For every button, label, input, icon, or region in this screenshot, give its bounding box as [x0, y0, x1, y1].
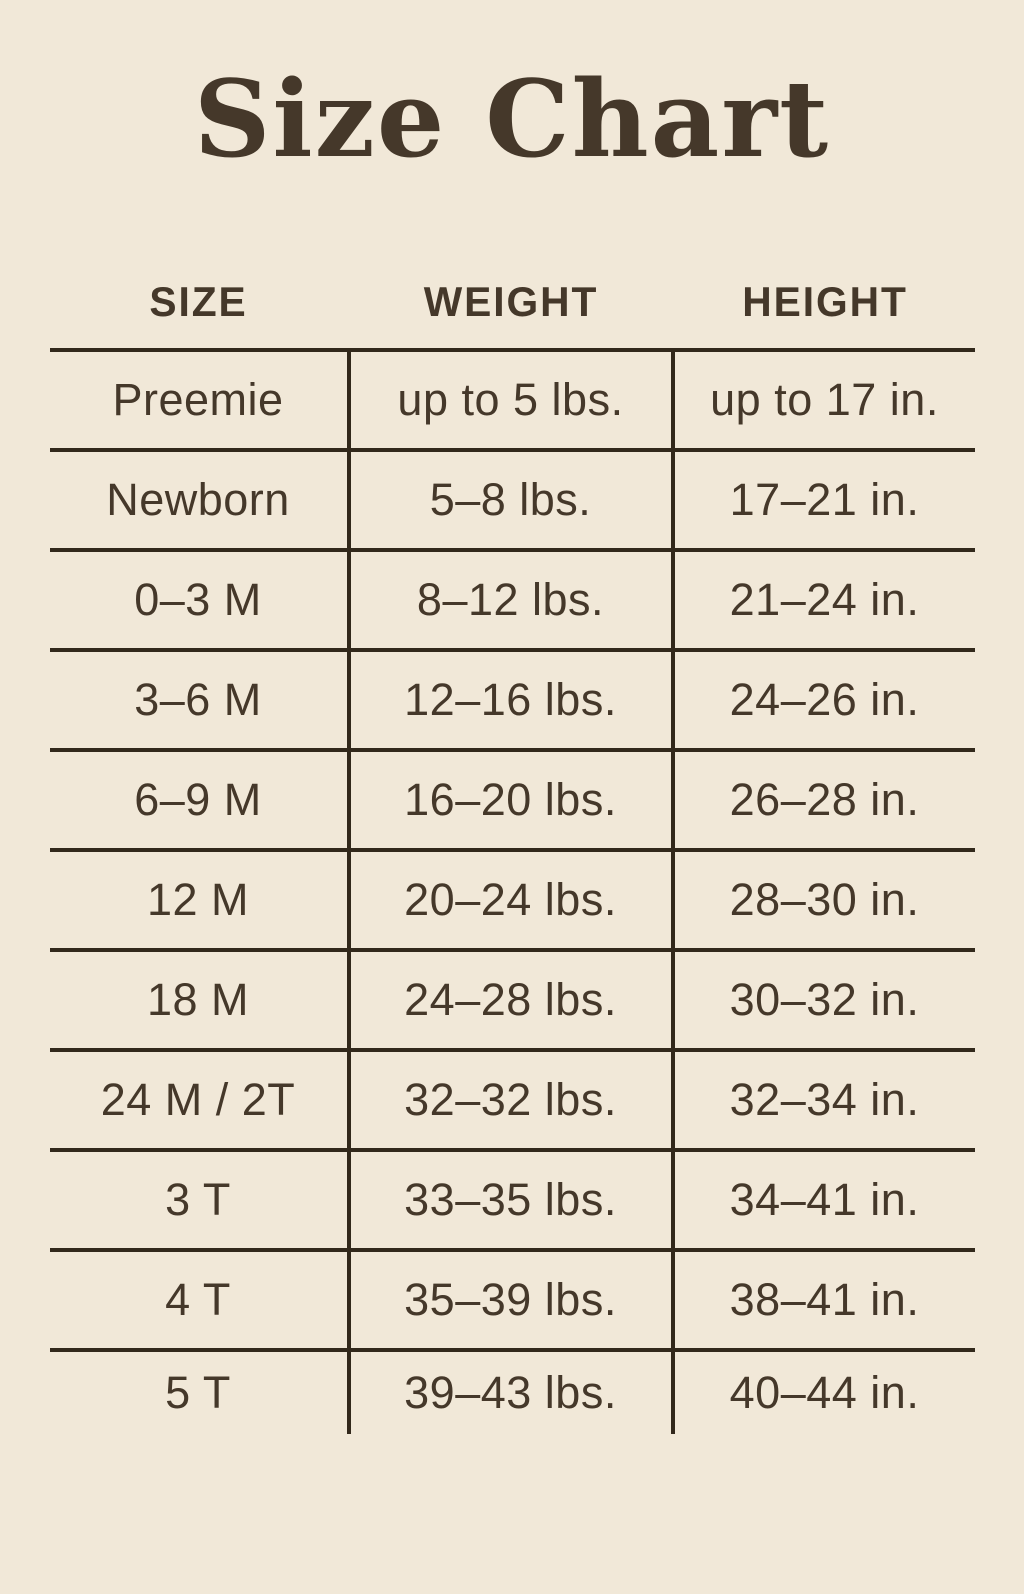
size-cell: Preemie — [112, 373, 284, 425]
height-cell: 38–41 in. — [729, 1273, 920, 1325]
size-cell: 3–6 M — [134, 673, 262, 725]
column-header-height: HEIGHT — [741, 277, 908, 325]
height-cell: 17–21 in. — [729, 473, 920, 525]
weight-cell: 35–39 lbs. — [346, 1251, 675, 1348]
table-row: Newborn 5–8 lbs. 17–21 in. — [49, 451, 975, 552]
column-header-size: SIZE — [148, 277, 248, 325]
weight-cell: 32–32 lbs. — [346, 1051, 675, 1148]
table-row: 18 M 24–28 lbs. 30–32 in. — [49, 951, 975, 1052]
weight-cell: 20–24 lbs. — [346, 851, 675, 948]
size-cell: 3 T — [165, 1173, 231, 1225]
weight-cell: 8–12 lbs. — [346, 551, 675, 648]
column-header-weight: WEIGHT — [423, 277, 598, 325]
size-cell: 4 T — [165, 1273, 231, 1325]
height-cell: 24–26 in. — [729, 673, 920, 725]
size-cell: Newborn — [106, 473, 290, 525]
height-cell: 26–28 in. — [729, 773, 920, 825]
weight-cell: 39–43 lbs. — [346, 1351, 675, 1434]
height-cell: 21–24 in. — [729, 573, 920, 625]
size-chart-page: Size Chart SIZE WEIGHT HEIGHT Preemie up … — [0, 58, 1024, 1434]
size-cell: 6–9 M — [134, 773, 262, 825]
size-cell: 18 M — [146, 973, 250, 1025]
table-row: 3–6 M 12–16 lbs. 24–26 in. — [49, 651, 975, 752]
size-cell: 5 T — [165, 1366, 231, 1418]
table-row: 24 M / 2T 32–32 lbs. 32–34 in. — [49, 1051, 975, 1152]
table-row: 5 T 39–43 lbs. 40–44 in. — [50, 1351, 975, 1434]
weight-cell: up to 5 lbs. — [346, 351, 675, 448]
table-row: 3 T 33–35 lbs. 34–41 in. — [49, 1151, 975, 1252]
table-row: 6–9 M 16–20 lbs. 26–28 in. — [49, 751, 975, 852]
table-body: Preemie up to 5 lbs. up to 17 in. Newborn 5–… — [49, 347, 975, 1434]
height-cell: 40–44 in. — [729, 1366, 920, 1418]
height-cell: 30–32 in. — [729, 973, 920, 1025]
table-row: 4 T 35–39 lbs. 38–41 in. — [49, 1251, 975, 1352]
height-cell: 28–30 in. — [729, 873, 920, 925]
size-cell: 24 M / 2T — [100, 1073, 296, 1125]
weight-cell: 24–28 lbs. — [346, 951, 675, 1048]
size-cell: 12 M — [146, 873, 250, 925]
size-cell: 0–3 M — [134, 573, 262, 625]
weight-cell: 5–8 lbs. — [346, 451, 675, 548]
size-chart-table: SIZE WEIGHT HEIGHT Preemie up to 5 lbs. up… — [49, 256, 975, 1434]
table-header-row: SIZE WEIGHT HEIGHT — [50, 256, 975, 348]
page-title: Size Chart — [193, 56, 831, 181]
table-row: Preemie up to 5 lbs. up to 17 in. — [49, 351, 975, 452]
weight-cell: 12–16 lbs. — [346, 651, 675, 748]
height-cell: up to 17 in. — [710, 373, 939, 425]
height-cell: 34–41 in. — [729, 1173, 920, 1225]
table-row: 12 M 20–24 lbs. 28–30 in. — [49, 851, 975, 952]
weight-cell: 33–35 lbs. — [346, 1151, 675, 1248]
weight-cell: 16–20 lbs. — [346, 751, 675, 848]
height-cell: 32–34 in. — [729, 1073, 920, 1125]
table-row: 0–3 M 8–12 lbs. 21–24 in. — [49, 551, 975, 652]
